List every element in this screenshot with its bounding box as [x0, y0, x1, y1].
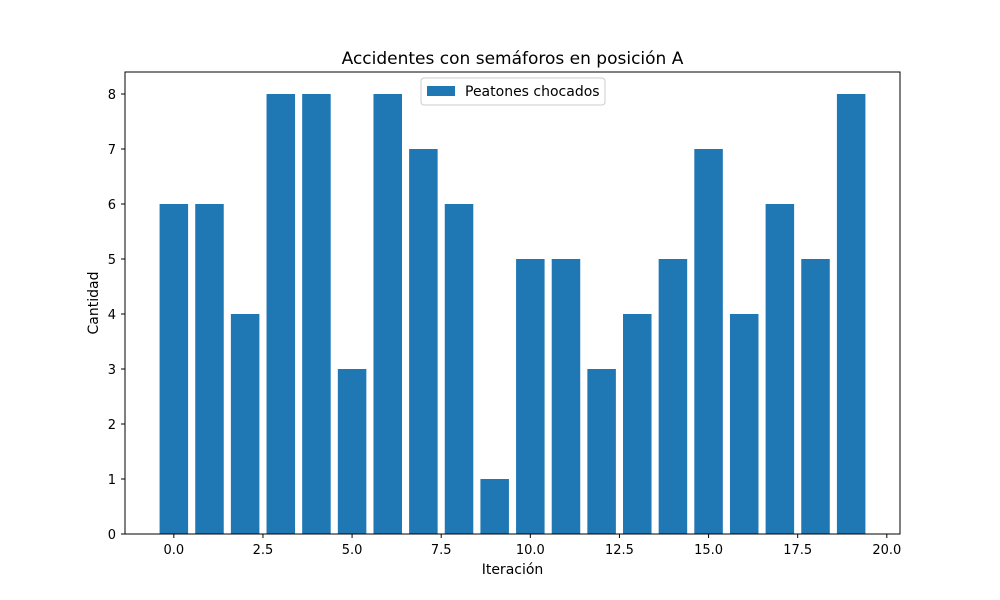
y-tick-label: 7: [108, 143, 116, 158]
y-tick-label: 5: [108, 253, 116, 268]
bar: [480, 479, 509, 534]
bar: [230, 314, 260, 534]
y-tick-label: 6: [108, 198, 116, 213]
x-tick-label: 12.5: [605, 543, 634, 558]
y-tick-label: 4: [108, 308, 116, 323]
x-tick-label: 2.5: [253, 543, 274, 558]
y-axis-label: Cantidad: [86, 272, 102, 335]
legend-swatch: [427, 86, 455, 96]
plot-frame: [124, 71, 901, 535]
bar: [444, 204, 474, 534]
legend-label: Peatones chocados: [465, 84, 600, 100]
y-tick-label: 8: [108, 88, 116, 103]
bar: [302, 94, 331, 534]
x-tick-label: 5.0: [342, 543, 363, 558]
bar: [551, 259, 581, 534]
x-axis-label: Iteración: [482, 562, 544, 578]
legend-box: [420, 77, 606, 106]
y-tick-label: 2: [108, 418, 116, 433]
bar: [373, 94, 402, 534]
bar: [159, 204, 189, 534]
bar: [694, 149, 723, 534]
x-tick-label: 20.0: [872, 543, 901, 558]
bar: [587, 369, 616, 534]
bar: [409, 149, 438, 534]
bar: [801, 259, 830, 534]
x-tick-label: 7.5: [431, 543, 452, 558]
bar: [765, 204, 795, 534]
bar: [195, 204, 224, 534]
bar: [337, 369, 367, 534]
bar: [729, 314, 759, 534]
x-tick-label: 15.0: [694, 543, 723, 558]
x-tick-label: 10.0: [516, 543, 545, 558]
y-tick-label: 0: [108, 528, 116, 543]
x-tick-label: 0.0: [163, 543, 184, 558]
y-tick-label: 1: [108, 473, 116, 488]
bar: [623, 314, 652, 534]
bars-group: [159, 94, 866, 534]
bar: [266, 94, 296, 534]
x-tick-label: 17.5: [783, 543, 812, 558]
y-tick-label: 3: [108, 363, 116, 378]
bar: [516, 259, 545, 534]
legend: Peatones chocados: [420, 77, 606, 106]
y-axis-ticks: 0 1 2 3 4 5 6 7 8: [108, 88, 125, 543]
x-axis-ticks: 0.0 2.5 5.0 7.5 10.0 12.5 15.0 17.5 20.0: [163, 534, 901, 558]
chart-title: Accidentes con semáforos en posición A: [342, 49, 684, 69]
bar: [836, 94, 866, 534]
bar: [658, 259, 688, 534]
